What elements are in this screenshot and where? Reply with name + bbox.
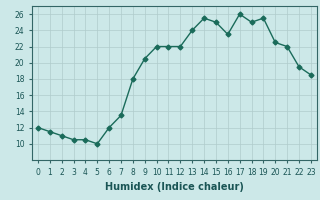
X-axis label: Humidex (Indice chaleur): Humidex (Indice chaleur) xyxy=(105,182,244,192)
